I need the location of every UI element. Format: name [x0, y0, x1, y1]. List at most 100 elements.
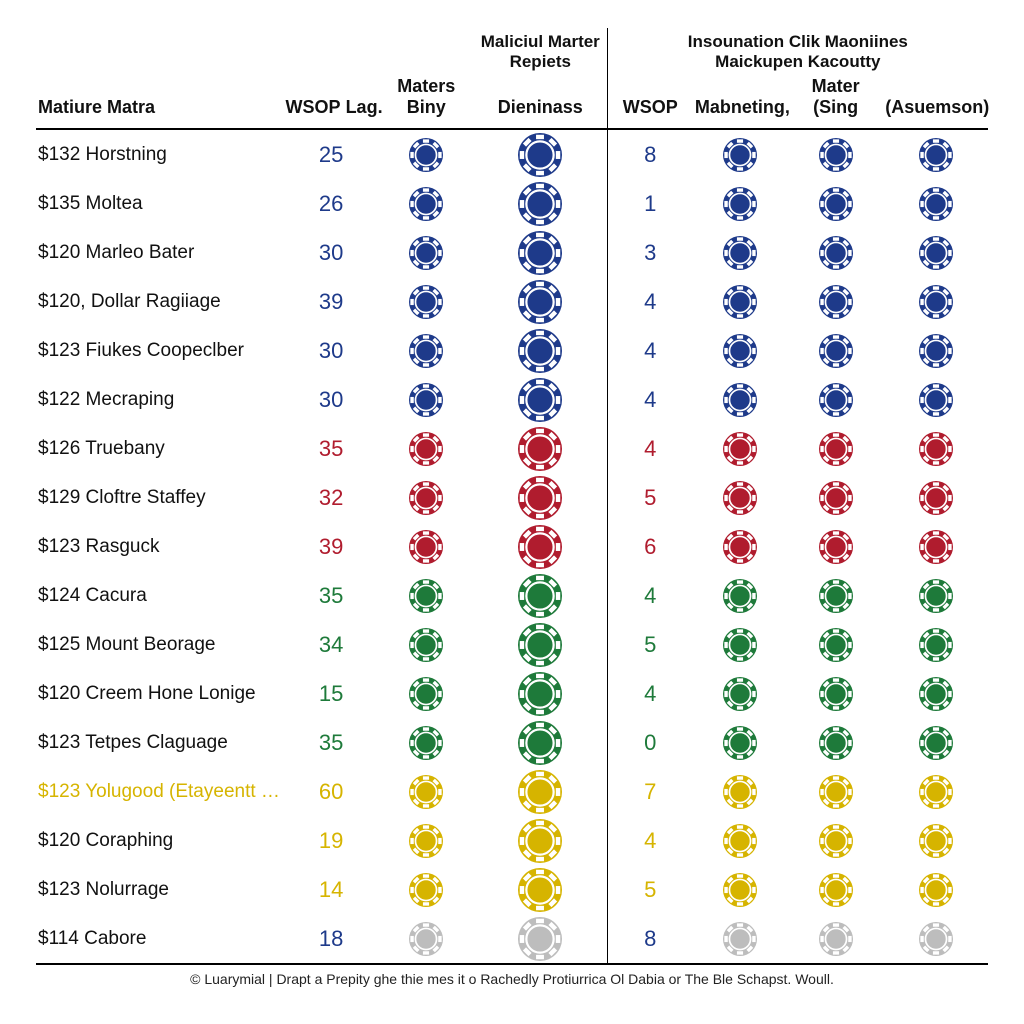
row-wsop-b: 6 — [607, 522, 693, 571]
poker-chip-icon — [883, 620, 988, 669]
table-row: $135 Moltea26 1 — [36, 179, 988, 228]
row-name: $120 Marleo Bater — [36, 228, 284, 277]
poker-chip-icon — [474, 914, 607, 964]
row-wsop-a: 32 — [284, 473, 379, 522]
poker-chip-icon — [693, 620, 788, 669]
poker-chip-icon — [379, 718, 474, 767]
row-wsop-b: 8 — [607, 129, 693, 179]
header-wsop-b: WSOP — [607, 72, 693, 129]
poker-chip-icon — [883, 228, 988, 277]
poker-chip-icon — [474, 620, 607, 669]
poker-chip-icon — [788, 277, 883, 326]
footnote: © Luarymial | Drapt a Prepity ghe thie m… — [36, 965, 988, 987]
poker-chip-icon — [693, 816, 788, 865]
poker-chip-icon — [788, 522, 883, 571]
poker-chip-icon — [788, 375, 883, 424]
poker-chip-icon — [693, 767, 788, 816]
row-wsop-b: 0 — [607, 718, 693, 767]
row-wsop-b: 5 — [607, 865, 693, 914]
table-row: $120 Creem Hone Lonige15 4 — [36, 669, 988, 718]
poker-chip-icon — [693, 571, 788, 620]
poker-chip-icon — [474, 669, 607, 718]
row-wsop-a: 30 — [284, 326, 379, 375]
row-wsop-b: 7 — [607, 767, 693, 816]
poker-chip-icon — [883, 129, 988, 179]
poker-chip-icon — [788, 816, 883, 865]
row-name: $135 Moltea — [36, 179, 284, 228]
poker-chip-icon — [883, 277, 988, 326]
row-wsop-b: 4 — [607, 816, 693, 865]
row-wsop-b: 1 — [607, 179, 693, 228]
row-wsop-a: 35 — [284, 571, 379, 620]
row-wsop-a: 25 — [284, 129, 379, 179]
row-wsop-b: 3 — [607, 228, 693, 277]
table-row: $123 Tetpes Claguage35 0 — [36, 718, 988, 767]
table-row: $120, Dollar Ragiiage39 4 — [36, 277, 988, 326]
page: Maliciul Marter Repiets Insounation Clik… — [0, 0, 1024, 1024]
table-row: $120 Coraphing19 4 — [36, 816, 988, 865]
poker-chip-icon — [883, 914, 988, 964]
poker-chip-icon — [788, 473, 883, 522]
row-wsop-b: 4 — [607, 326, 693, 375]
poker-chip-icon — [474, 277, 607, 326]
row-name: $125 Mount Beorage — [36, 620, 284, 669]
poker-chip-icon — [474, 129, 607, 179]
poker-chip-icon — [788, 620, 883, 669]
poker-chip-icon — [474, 522, 607, 571]
poker-chip-icon — [788, 669, 883, 718]
table-row: $124 Cacura35 4 — [36, 571, 988, 620]
poker-chip-icon — [379, 620, 474, 669]
row-wsop-a: 19 — [284, 816, 379, 865]
row-name: $123 Fiukes Coopeclber — [36, 326, 284, 375]
row-wsop-a: 26 — [284, 179, 379, 228]
row-wsop-a: 39 — [284, 277, 379, 326]
header-group-b-line1: Insounation Clik Maoniines — [610, 32, 986, 52]
poker-chip-icon — [379, 277, 474, 326]
row-name: $126 Truebany — [36, 424, 284, 473]
row-wsop-a: 30 — [284, 375, 379, 424]
poker-chip-icon — [693, 179, 788, 228]
poker-chip-icon — [693, 914, 788, 964]
poker-chip-icon — [379, 669, 474, 718]
row-wsop-a: 15 — [284, 669, 379, 718]
poker-chip-icon — [693, 473, 788, 522]
poker-chip-icon — [883, 669, 988, 718]
row-name: $123 Yolugood (Etayeentt Welh) — [36, 767, 284, 816]
table-header: Maliciul Marter Repiets Insounation Clik… — [36, 28, 988, 129]
table-row: $122 Mecraping30 4 — [36, 375, 988, 424]
table-row: $126 Truebany35 4 — [36, 424, 988, 473]
poker-chip-icon — [788, 571, 883, 620]
row-name: $123 Tetpes Claguage — [36, 718, 284, 767]
poker-chip-icon — [883, 571, 988, 620]
row-wsop-a: 39 — [284, 522, 379, 571]
poker-chip-icon — [474, 571, 607, 620]
row-name: $123 Rasguck — [36, 522, 284, 571]
row-wsop-b: 8 — [607, 914, 693, 964]
table-row: $114 Cabore18 8 — [36, 914, 988, 964]
poker-chip-icon — [788, 865, 883, 914]
poker-chip-icon — [379, 816, 474, 865]
row-name: $120 Creem Hone Lonige — [36, 669, 284, 718]
table-row: $132 Horstning25 8 — [36, 129, 988, 179]
row-wsop-a: 18 — [284, 914, 379, 964]
row-name: $123 Nolurrage — [36, 865, 284, 914]
poker-chip-icon — [693, 326, 788, 375]
poker-chip-icon — [693, 718, 788, 767]
poker-chip-icon — [379, 179, 474, 228]
poker-chip-icon — [379, 326, 474, 375]
row-wsop-b: 4 — [607, 375, 693, 424]
header-group-b-line2: Maickupen Kacoutty — [610, 52, 986, 72]
table-row: $123 Yolugood (Etayeentt Welh)60 7 — [36, 767, 988, 816]
poker-chip-icon — [883, 718, 988, 767]
table-row: $120 Marleo Bater30 3 — [36, 228, 988, 277]
poker-chip-icon — [883, 424, 988, 473]
poker-chip-icon — [693, 228, 788, 277]
poker-chip-icon — [883, 816, 988, 865]
header-name: Matiure Matra — [36, 72, 284, 129]
row-wsop-b: 4 — [607, 571, 693, 620]
poker-chip-icon — [883, 522, 988, 571]
poker-chip-icon — [379, 129, 474, 179]
row-name: $114 Cabore — [36, 914, 284, 964]
poker-chip-icon — [788, 424, 883, 473]
header-mabneting: Mabneting, — [693, 72, 788, 129]
